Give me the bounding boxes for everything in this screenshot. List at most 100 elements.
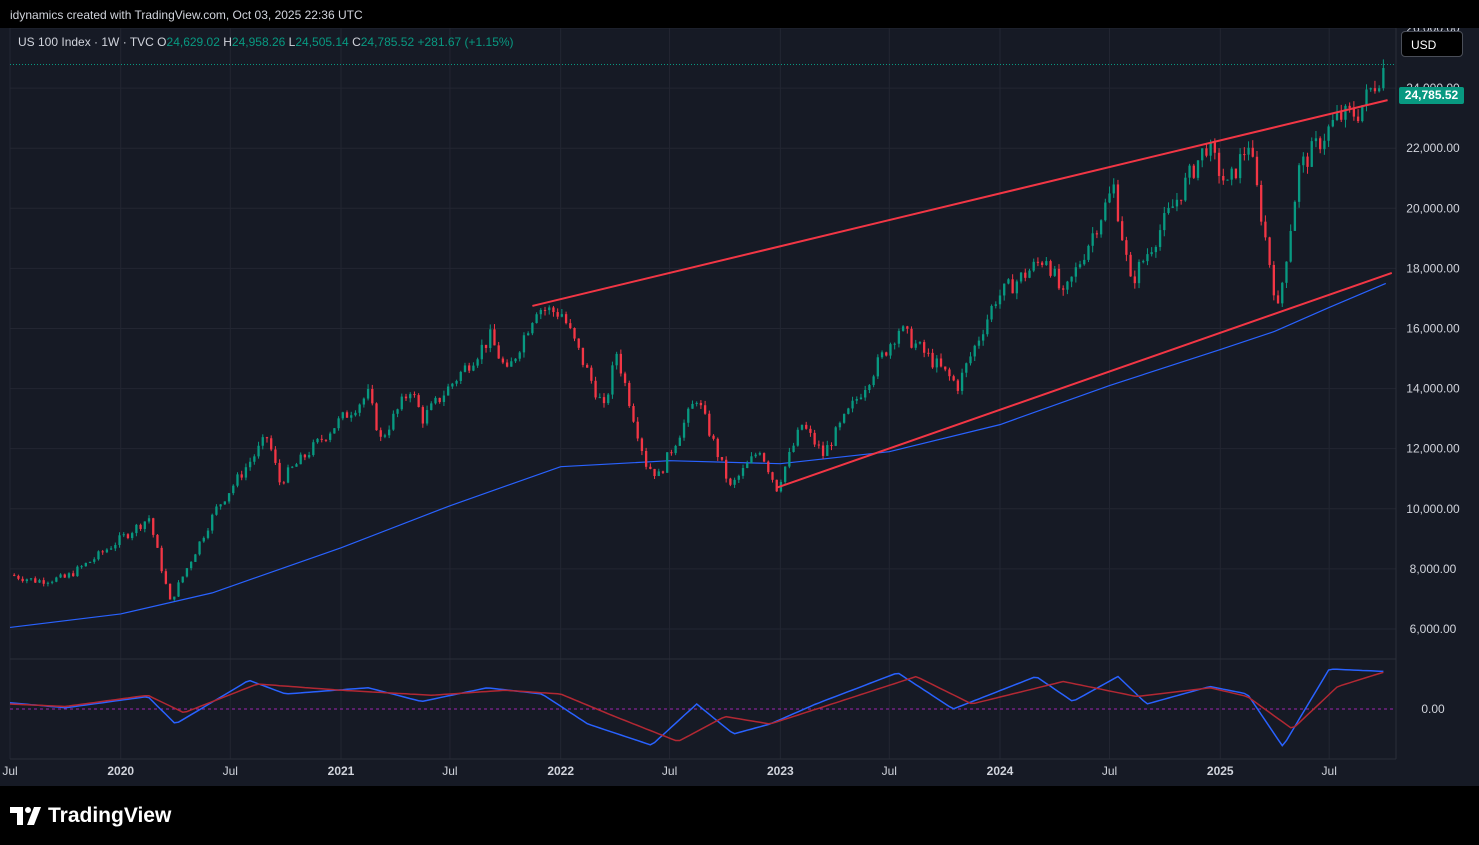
candle-body: [1222, 175, 1225, 181]
candle-body: [712, 435, 715, 439]
candle-body: [805, 424, 808, 429]
candle-body: [998, 295, 1002, 305]
candle-body: [29, 578, 33, 580]
candle-body: [1129, 254, 1132, 277]
candle-body: [687, 408, 690, 423]
candle-body: [1213, 142, 1217, 153]
candle-body: [1121, 221, 1124, 241]
candle-body: [358, 404, 361, 413]
moving-average: [9, 282, 1387, 629]
candle-body: [708, 413, 711, 436]
candle-body: [1188, 165, 1191, 178]
candle-body: [1158, 230, 1162, 247]
candle-body: [189, 561, 193, 569]
low-value: 24,505.14: [295, 35, 349, 49]
candle-body: [1306, 156, 1309, 167]
candle-body: [590, 367, 593, 381]
candle-body: [632, 406, 635, 422]
candle-body: [1289, 230, 1292, 262]
candle-body: [1302, 156, 1305, 166]
candle-body: [1217, 152, 1221, 176]
candle-body: [409, 394, 412, 399]
y-tick-label: 14,000.00: [1406, 382, 1460, 396]
x-tick-label: 2023: [767, 764, 794, 778]
candle-body: [1049, 261, 1052, 276]
candle-body: [1053, 268, 1056, 276]
candle-body: [594, 380, 597, 398]
candle-body: [977, 340, 981, 346]
candle-body: [55, 577, 58, 582]
candle-body: [741, 468, 745, 476]
candle-body: [379, 430, 382, 437]
candle-body: [194, 554, 197, 562]
candle-body: [1091, 233, 1094, 246]
close-label: C: [352, 35, 361, 49]
candle-body: [986, 319, 989, 335]
candle-body: [59, 574, 62, 578]
candle-body: [501, 358, 505, 363]
candle-body: [42, 580, 45, 584]
candle-body: [661, 471, 665, 473]
candle-body: [682, 422, 686, 438]
open-value: 24,629.02: [166, 35, 220, 49]
candle-body: [691, 403, 694, 409]
candle-body: [775, 479, 778, 492]
x-tick-label: Jul: [2, 764, 17, 778]
x-tick-label: Jul: [1102, 764, 1117, 778]
candle-body: [1348, 105, 1351, 109]
candle-body: [1314, 138, 1318, 142]
candle-body: [674, 445, 677, 454]
candle-body: [215, 506, 218, 515]
low-label: L: [288, 35, 296, 49]
candle-body: [510, 361, 513, 367]
candle-body: [893, 343, 896, 345]
last-price-label: 24,785.52: [1399, 87, 1464, 104]
candle-body: [417, 395, 420, 408]
candle-body: [577, 338, 580, 348]
candle-body: [1154, 246, 1158, 253]
x-tick-label: 2022: [547, 764, 574, 778]
candle-body: [695, 402, 698, 404]
candle-body: [1045, 261, 1048, 265]
currency-button[interactable]: USD: [1401, 31, 1463, 57]
candle-body: [897, 330, 901, 344]
x-tick-label: 2025: [1207, 764, 1234, 778]
candle-body: [1108, 193, 1111, 203]
osc-zero-label: 0.00: [1421, 702, 1445, 716]
candle-body: [459, 371, 462, 381]
candle-body: [320, 438, 323, 440]
candle-body: [156, 534, 159, 548]
candle-body: [505, 362, 509, 367]
candle-body: [307, 455, 311, 458]
candle-body: [1070, 276, 1073, 282]
candle-body: [1356, 116, 1360, 122]
tradingview-logo[interactable]: TradingView: [10, 804, 171, 828]
candle-body: [291, 466, 294, 468]
candle-body: [1146, 254, 1149, 262]
candle-body: [969, 356, 972, 364]
candle-body: [160, 547, 163, 572]
candle-body: [316, 438, 319, 443]
chart-area[interactable]: Jul 2020 Jul 2021 Jul 2022 Jul 2023 Jul 2024 Jul 20…: [0, 28, 1479, 786]
candle-body: [248, 461, 252, 468]
candle-body: [442, 395, 446, 403]
candle-body: [46, 582, 50, 584]
candle-body: [147, 518, 151, 522]
candle-body: [1335, 111, 1339, 120]
candle-body: [640, 438, 644, 451]
candle-body: [198, 541, 201, 555]
candle-body: [1285, 261, 1288, 283]
candle-body: [1268, 237, 1271, 265]
candle-body: [1310, 141, 1313, 167]
candle-body: [821, 445, 825, 456]
candle-body: [396, 409, 399, 414]
candle-body: [1369, 88, 1372, 90]
candle-body: [733, 479, 736, 485]
candle-body: [303, 454, 307, 458]
y-tick-label: 22,000.00: [1406, 141, 1460, 155]
candle-body: [573, 328, 576, 339]
candle-body: [754, 454, 757, 457]
x-tick-label: Jul: [882, 764, 897, 778]
candle-body: [783, 466, 787, 482]
candle-body: [581, 347, 585, 365]
